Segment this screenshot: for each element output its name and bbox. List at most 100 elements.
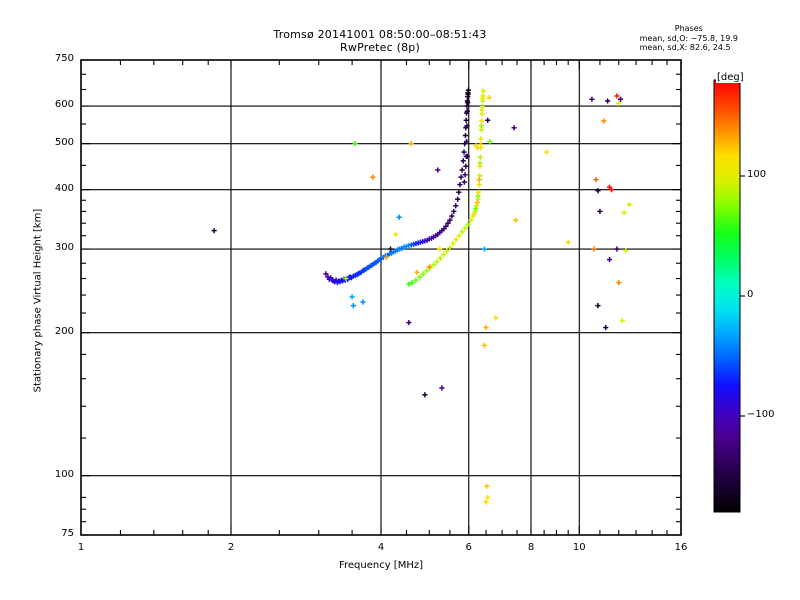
data-point-marker — [361, 267, 367, 273]
page-title: Tromsø 20141001 08:50:00–08:51:43 — [273, 28, 487, 41]
x-tick-label: 1 — [77, 542, 85, 553]
data-point-marker — [483, 324, 489, 331]
y-tick-label: 300 — [54, 242, 74, 254]
data-point-marker — [420, 271, 426, 277]
data-point-marker — [476, 189, 482, 195]
data-point-marker — [477, 160, 483, 166]
data-point-marker — [380, 254, 386, 261]
plot-frame — [80, 59, 682, 536]
data-point-marker — [512, 217, 519, 223]
data-point-marker — [471, 211, 478, 217]
data-point-marker — [426, 264, 432, 270]
y-tick-label: 100 — [54, 468, 74, 480]
data-point-marker — [430, 262, 437, 268]
data-point-marker — [485, 494, 491, 500]
data-point-marker — [416, 274, 423, 280]
y-tick-label: 75 — [61, 528, 74, 539]
data-point-marker — [614, 246, 620, 252]
phase-statistics-x: mean, sd,X: 82.6, 24.5 — [639, 43, 731, 52]
data-point-marker — [478, 127, 484, 133]
x-tick-label: 8 — [527, 542, 535, 553]
data-point-marker — [440, 251, 447, 258]
data-point-marker — [479, 104, 485, 110]
data-point-marker — [456, 233, 462, 239]
data-point-marker — [443, 223, 449, 229]
data-point-marker — [476, 177, 482, 183]
data-point-marker — [621, 209, 627, 216]
data-point-marker — [591, 246, 597, 252]
data-point-marker — [355, 271, 361, 277]
data-point-marker — [623, 247, 629, 254]
data-point-marker — [619, 318, 625, 324]
data-point-marker — [330, 278, 336, 284]
y-tick-label: 500 — [54, 136, 74, 148]
data-point-marker — [388, 250, 395, 256]
data-points — [211, 87, 632, 505]
page-subtitle: RwPretec (8p) — [340, 41, 420, 54]
data-point-marker — [468, 217, 474, 223]
data-point-marker — [474, 199, 480, 206]
data-point-marker — [424, 268, 430, 274]
data-point-marker — [459, 229, 465, 235]
data-point-marker — [360, 268, 366, 274]
data-point-marker — [589, 96, 595, 102]
data-point-marker — [477, 173, 483, 179]
data-point-marker — [333, 277, 339, 283]
data-point-marker — [370, 262, 376, 268]
data-point-marker — [437, 229, 443, 236]
data-point-marker — [345, 276, 351, 282]
data-point-marker — [481, 342, 487, 349]
data-point-marker — [439, 228, 445, 234]
data-point-marker — [465, 100, 471, 106]
data-point-marker — [450, 240, 456, 247]
x-tick-label: 6 — [465, 542, 472, 553]
data-point-marker — [595, 303, 601, 309]
data-point-marker — [463, 163, 469, 169]
data-point-marker — [326, 276, 332, 282]
data-point-marker — [408, 141, 414, 147]
data-point-marker — [606, 257, 613, 263]
data-point-marker — [603, 324, 609, 331]
data-point-marker — [475, 193, 481, 199]
data-point-marker — [493, 315, 499, 321]
data-point-marker — [383, 254, 389, 261]
data-point-marker — [352, 141, 358, 147]
data-point-marker — [348, 275, 355, 281]
data-point-marker — [349, 294, 355, 300]
data-point-marker — [470, 213, 476, 219]
y-tick-label: 750 — [54, 53, 74, 64]
data-point-marker — [378, 256, 384, 262]
y-tick-label: 600 — [54, 99, 74, 111]
x-tick-label: 16 — [674, 542, 688, 553]
data-point-marker — [447, 217, 453, 223]
data-point-marker — [626, 202, 632, 208]
data-point-marker — [463, 125, 469, 131]
data-point-marker — [393, 231, 399, 238]
data-point-marker — [352, 272, 358, 278]
data-point-marker — [465, 87, 471, 93]
data-point-marker — [544, 149, 550, 155]
data-point-marker — [441, 226, 447, 232]
data-point-marker — [595, 188, 601, 194]
data-point-marker — [406, 281, 412, 287]
data-point-marker — [427, 265, 433, 271]
data-point-marker — [486, 95, 492, 101]
data-point-marker — [606, 184, 613, 190]
data-point-marker — [463, 153, 469, 160]
data-point-marker — [480, 93, 486, 99]
data-point-marker — [484, 483, 490, 489]
data-point-marker — [465, 221, 471, 228]
data-point-marker — [465, 91, 471, 97]
data-point-marker — [437, 246, 443, 252]
data-point-marker — [211, 228, 217, 234]
data-point-marker — [424, 237, 430, 243]
data-point-marker — [464, 123, 470, 129]
data-point-marker — [463, 117, 469, 123]
data-point-marker — [608, 187, 615, 193]
data-point-marker — [338, 277, 344, 283]
data-point-marker — [480, 96, 486, 102]
x-tick-label: 10 — [572, 542, 586, 553]
data-point-marker — [329, 277, 335, 283]
data-point-marker — [396, 214, 402, 220]
